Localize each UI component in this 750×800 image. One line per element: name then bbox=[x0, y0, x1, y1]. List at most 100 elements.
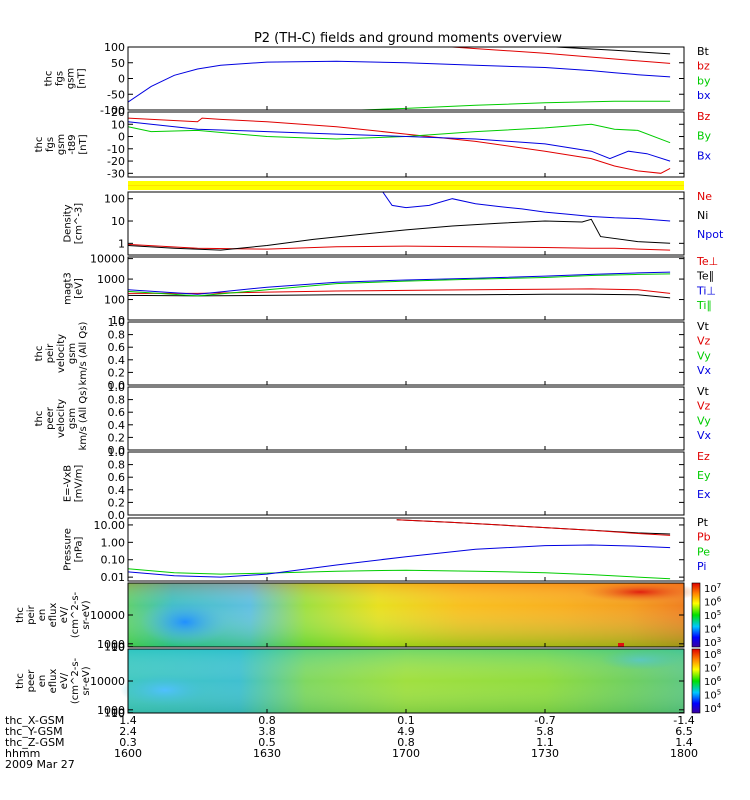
y-tick-label: 0 bbox=[118, 131, 125, 144]
legend-vz: Vz bbox=[697, 335, 711, 348]
y-tick-label: 0.0 bbox=[108, 509, 126, 522]
x-axis-row-label: hhmm bbox=[5, 747, 40, 760]
y-tick-label: 1000 bbox=[97, 638, 125, 651]
y-tick-label: 0.2 bbox=[108, 496, 126, 509]
legend-vt: Vt bbox=[697, 320, 710, 333]
legend-by: by bbox=[697, 74, 711, 87]
legend-ti: Ti⊥ bbox=[696, 284, 716, 297]
series-pe-line bbox=[128, 568, 671, 580]
legend-pb: Pb bbox=[697, 531, 711, 544]
series-ti-line bbox=[128, 273, 671, 297]
y-tick-label: -10 bbox=[107, 143, 125, 156]
legend-bx: Bx bbox=[697, 149, 712, 162]
series-bz-line bbox=[445, 47, 671, 64]
x-axis-row-label: thc_X-GSM bbox=[5, 714, 64, 727]
series-bx-line bbox=[128, 121, 671, 162]
colorbar-tick-label: 104 bbox=[704, 623, 722, 636]
y-axis-label: thcpeervelocitygsmkm/s (All Qs) bbox=[34, 387, 89, 451]
y-tick-label: 0.6 bbox=[108, 341, 126, 354]
y-tick-label: 10000 bbox=[90, 253, 125, 266]
x-tick-label: 3.8 bbox=[258, 725, 276, 738]
y-tick-label: -20 bbox=[107, 155, 125, 168]
colorbar-tick-label: 105 bbox=[704, 609, 721, 622]
x-tick-label: 1.4 bbox=[119, 714, 137, 727]
series-pi-line bbox=[128, 544, 671, 578]
x-tick-label: 5.8 bbox=[536, 725, 554, 738]
y-tick-label: -50 bbox=[107, 88, 125, 101]
y-axis-label: E=-VxB[mV/m] bbox=[63, 465, 85, 503]
legend-ez: Ez bbox=[697, 450, 710, 463]
y-tick-label: 10 bbox=[111, 707, 125, 720]
legend-te: Te∥ bbox=[696, 270, 714, 283]
x-tick-label: 1.4 bbox=[675, 736, 693, 749]
y-tick-label: 0.2 bbox=[108, 366, 126, 379]
legend-pt: Pt bbox=[697, 516, 709, 529]
colorbar-tick-label: 105 bbox=[704, 689, 721, 702]
x-axis-row-label: thc_Y-GSM bbox=[5, 725, 63, 738]
x-tick-label: 0.1 bbox=[397, 714, 415, 727]
legend-vt: Vt bbox=[697, 385, 710, 398]
y-tick-label: 1000 bbox=[97, 273, 125, 286]
x-tick-label: 1730 bbox=[531, 747, 559, 760]
y-tick-label: 100 bbox=[104, 41, 125, 54]
y-tick-label: 1.0 bbox=[108, 316, 126, 329]
y-tick-label: -100 bbox=[100, 104, 125, 117]
series-pb-line bbox=[396, 519, 671, 536]
y-tick-label: 50 bbox=[111, 57, 125, 70]
peir-eflux-spectrogram bbox=[128, 582, 700, 647]
panel-density: 100 10 1 Density[cm^-3] Ne Ni Npot bbox=[63, 190, 724, 256]
y-tick-label: 10000 bbox=[90, 675, 125, 688]
y-axis-label: magt3[eV] bbox=[63, 272, 85, 305]
y-tick-label: 0.8 bbox=[108, 329, 126, 342]
y-tick-label: -30 bbox=[107, 167, 125, 180]
legend-vz: Vz bbox=[697, 400, 711, 413]
legend-vx: Vx bbox=[697, 364, 712, 377]
y-axis-label: thcfgsgsm[nT] bbox=[44, 68, 88, 89]
y-tick-label: 100 bbox=[104, 294, 125, 307]
y-tick-label: 10 bbox=[111, 118, 125, 131]
legend-ex: Ex bbox=[697, 488, 711, 501]
y-tick-label: 0.4 bbox=[108, 354, 126, 367]
peer-colorbar bbox=[691, 648, 701, 714]
x-tick-label: 6.5 bbox=[675, 725, 693, 738]
x-tick-label: 1600 bbox=[114, 747, 142, 760]
x-tick-label: -0.7 bbox=[534, 714, 555, 727]
legend-vy: Vy bbox=[697, 414, 711, 427]
panel-peer-velocity: 1.00.80.60.40.20.0thcpeervelocitygsmkm/s… bbox=[34, 381, 712, 457]
legend-bz: bz bbox=[697, 60, 710, 73]
y-axis-label: Pressure[nPa] bbox=[63, 528, 85, 571]
panel-peir-velocity: 1.00.80.60.40.20.0thcpeirvelocitygsmkm/s… bbox=[34, 316, 712, 392]
x-tick-label: 0.3 bbox=[119, 736, 137, 749]
panel-frame bbox=[127, 256, 685, 321]
x-tick-label: -1.4 bbox=[673, 714, 694, 727]
series-by-line bbox=[347, 100, 671, 110]
x-tick-label: 0.8 bbox=[397, 736, 415, 749]
mode-bar-stripe bbox=[128, 185, 684, 186]
panel-frame bbox=[127, 451, 685, 516]
x-axis-row-label: 2009 Mar 27 bbox=[5, 758, 75, 771]
legend-ti: Ti∥ bbox=[696, 299, 712, 312]
colorbar-tick-label: 104 bbox=[704, 702, 722, 715]
y-tick-label: 0.2 bbox=[108, 431, 126, 444]
y-tick-label: 0 bbox=[118, 73, 125, 86]
y-tick-label: 10000 bbox=[90, 609, 125, 622]
legend-bz: Bz bbox=[697, 110, 711, 123]
y-tick-label: 0.4 bbox=[108, 419, 126, 432]
panel-frame bbox=[127, 191, 685, 256]
colorbar-tick-label: 108 bbox=[704, 648, 721, 661]
panel-frame bbox=[127, 111, 685, 178]
legend-by: By bbox=[697, 130, 712, 143]
y-tick-label: 0.6 bbox=[108, 471, 126, 484]
y-axis-label: thcpeirenefluxeV/(cm^2-s-sr-eV) bbox=[15, 591, 92, 638]
legend-ni: Ni bbox=[697, 209, 708, 222]
y-tick-label: 10 bbox=[111, 215, 125, 228]
y-axis-label: thcpeerenefluxeV/(cm^2-s-sr-eV) bbox=[15, 657, 92, 704]
legend-te: Te⊥ bbox=[696, 255, 718, 268]
x-tick-label: 0.5 bbox=[258, 736, 276, 749]
y-tick-label: 1 bbox=[118, 237, 125, 250]
series-ti-line bbox=[128, 271, 671, 295]
legend-bx: bx bbox=[697, 89, 711, 102]
